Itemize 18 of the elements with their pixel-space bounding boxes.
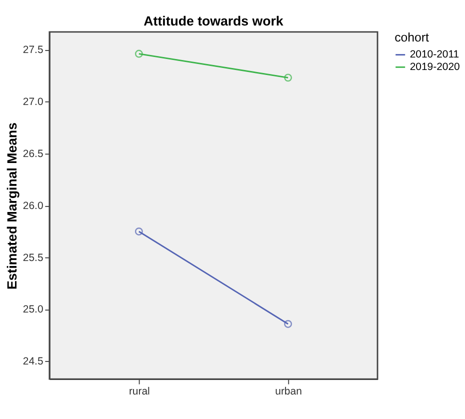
legend-label: 2019-2020 xyxy=(410,62,460,73)
point xyxy=(134,50,143,58)
x-tick-label: rural xyxy=(128,386,150,398)
y-tick-label: 26.5 xyxy=(22,148,44,160)
y-tick-label: 25.0 xyxy=(22,304,44,316)
y-tick-label: 27.5 xyxy=(22,44,44,56)
y-tick-label: 24.5 xyxy=(22,356,44,368)
x-tick-label: urban xyxy=(275,386,302,398)
y-tick-label: 26.0 xyxy=(22,200,44,212)
point xyxy=(284,74,292,82)
legend-label: 2010-2011 xyxy=(410,50,460,61)
point xyxy=(284,320,292,328)
y-axis-title: Estimated Marginal Means xyxy=(4,122,20,290)
y-tick-label: 27.0 xyxy=(22,96,44,108)
chart-title: Attitude towards work xyxy=(144,13,284,28)
y-tick-label: 25.5 xyxy=(22,252,44,264)
legend-title: cohort xyxy=(394,30,430,44)
point xyxy=(134,228,143,236)
